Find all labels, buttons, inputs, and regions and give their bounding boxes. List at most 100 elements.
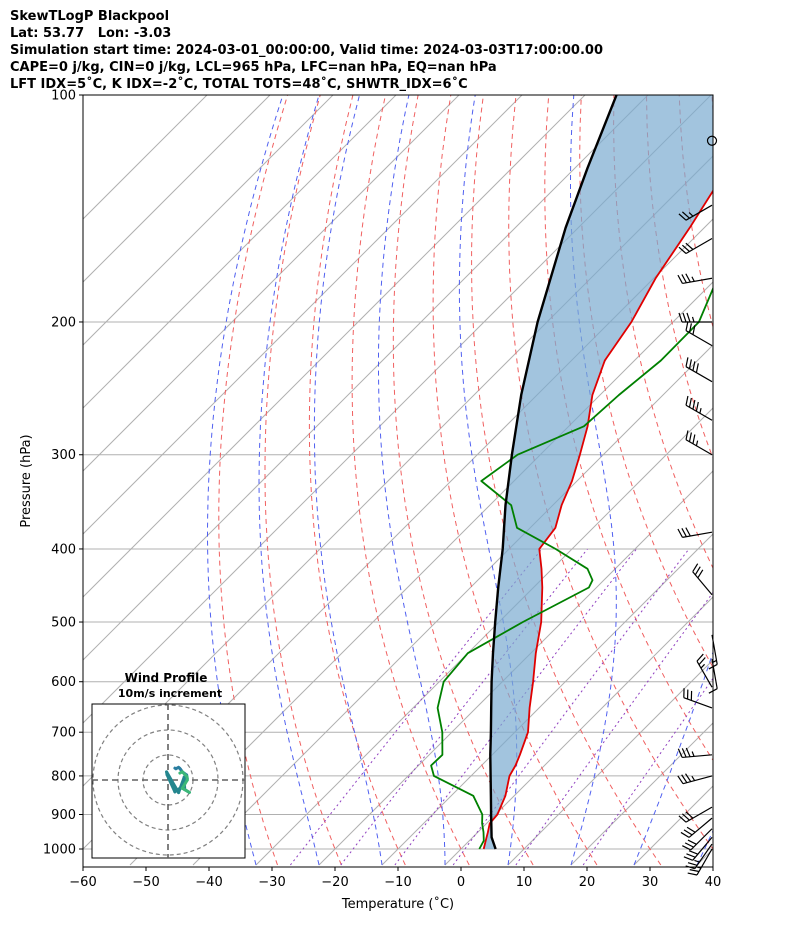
y-tick-label: 700 bbox=[51, 726, 76, 741]
parcel-line bbox=[489, 95, 618, 850]
moist-adiabat-line bbox=[313, 95, 383, 866]
moist-adiabat-line bbox=[633, 650, 713, 866]
moist-adiabat-line bbox=[458, 95, 518, 866]
hodograph-segment bbox=[180, 778, 189, 790]
isotherm-line bbox=[83, 95, 397, 409]
x-tick-label: −10 bbox=[384, 875, 411, 890]
isotherm-line bbox=[83, 95, 271, 283]
wind-barb bbox=[685, 395, 713, 421]
chart-title: SkewTLogP Blackpool bbox=[10, 9, 170, 24]
isotherm-line bbox=[83, 95, 334, 346]
cape-cin-fill bbox=[483, 95, 713, 849]
mixing-ratio-line bbox=[290, 548, 543, 866]
wind-barb bbox=[708, 634, 718, 670]
y-axis-label: Pressure (hPa) bbox=[19, 434, 34, 527]
location-line: Lat: 53.77 Lon: -3.03 bbox=[10, 26, 172, 41]
wind-barb bbox=[678, 312, 712, 323]
dry-adiabat-line bbox=[264, 95, 342, 866]
isotherm-line bbox=[83, 95, 523, 535]
wind-barb bbox=[680, 817, 713, 838]
temperature-line bbox=[482, 189, 713, 850]
moist-adiabat-line bbox=[696, 829, 713, 866]
wind-barb bbox=[682, 828, 713, 851]
y-tick-label: 1000 bbox=[43, 843, 76, 858]
wind-barb bbox=[683, 688, 713, 709]
isotherm-line bbox=[507, 659, 713, 866]
wind-barb bbox=[685, 357, 713, 383]
wind-barb bbox=[678, 237, 713, 255]
x-tick-label: −50 bbox=[132, 875, 159, 890]
wind-barb bbox=[685, 843, 713, 870]
wind-barb bbox=[677, 273, 713, 285]
hodograph-segment bbox=[165, 770, 181, 795]
wind-barb bbox=[696, 653, 713, 688]
wind-barb bbox=[677, 747, 713, 759]
dry-adiabat-line bbox=[471, 95, 662, 866]
x-tick-label: 40 bbox=[705, 875, 722, 890]
x-tick-label: 30 bbox=[642, 875, 659, 890]
mixing-ratio-line bbox=[582, 677, 713, 866]
isotherm-line bbox=[192, 344, 713, 866]
wind-barb bbox=[678, 204, 713, 221]
wind-barb bbox=[708, 659, 718, 694]
y-tick-label: 300 bbox=[51, 448, 76, 463]
isotherm-line bbox=[444, 596, 713, 866]
wind-barb bbox=[685, 430, 713, 456]
wind-barbs bbox=[677, 135, 718, 876]
x-tick-label: −30 bbox=[258, 875, 285, 890]
params-line-2: LFT IDX=5˚C, K IDX=-2˚C, TOTAL TOTS=48˚C… bbox=[10, 77, 468, 92]
x-tick-label: 20 bbox=[579, 875, 596, 890]
mixing-ratio-line bbox=[452, 548, 690, 866]
wind-barb bbox=[706, 135, 718, 146]
cin-shading bbox=[483, 95, 713, 849]
y-tick-label: 100 bbox=[51, 89, 76, 104]
y-tick-label: 200 bbox=[51, 315, 76, 330]
y-tick-label: 900 bbox=[51, 808, 76, 823]
x-tick-label: −20 bbox=[321, 875, 348, 890]
wind-barb bbox=[685, 321, 713, 347]
dry-adiabat-line bbox=[613, 95, 713, 570]
x-tick-label: −60 bbox=[69, 875, 96, 890]
chart-title-block: SkewTLogP Blackpool Lat: 53.77 Lon: -3.03… bbox=[10, 8, 603, 93]
dry-adiabat-line bbox=[351, 95, 470, 866]
isotherm-line bbox=[83, 95, 649, 661]
isotherm-line bbox=[570, 722, 713, 866]
params-line-1: CAPE=0 j/kg, CIN=0 j/kg, LCL=965 hPa, LF… bbox=[10, 60, 497, 75]
moist-adiabat-line bbox=[258, 95, 320, 866]
hodograph-segment bbox=[178, 770, 184, 775]
isotherm-line bbox=[255, 407, 713, 866]
isotherm-line bbox=[318, 470, 713, 866]
dry-adiabat-line bbox=[579, 95, 713, 669]
dry-adiabat-line bbox=[711, 95, 713, 118]
inset-subtitle: 10m/s increment bbox=[118, 687, 222, 700]
x-tick-label: 10 bbox=[516, 875, 533, 890]
dry-adiabat-line bbox=[308, 95, 406, 866]
wind-barb bbox=[683, 836, 713, 861]
dry-adiabat-line bbox=[392, 95, 534, 866]
profile-lines bbox=[430, 95, 713, 850]
isotherm-line bbox=[83, 95, 460, 472]
y-tick-label: 600 bbox=[51, 675, 76, 690]
dry-adiabat-line bbox=[218, 95, 289, 866]
wind-barb bbox=[692, 563, 713, 596]
mixing-ratio-line bbox=[340, 548, 588, 866]
dewpoint-line bbox=[430, 286, 713, 850]
x-axis-label: Temperature (˚C) bbox=[341, 896, 454, 912]
y-tick-label: 500 bbox=[51, 616, 76, 631]
isotherm-line bbox=[83, 95, 586, 598]
wind-barb bbox=[677, 773, 713, 785]
isotherm-line bbox=[760, 60, 794, 864]
x-tick-label: −40 bbox=[195, 875, 222, 890]
moist-adiabat-line bbox=[570, 95, 617, 866]
hodograph bbox=[92, 704, 245, 858]
time-line: Simulation start time: 2024-03-01_00:00:… bbox=[10, 43, 603, 58]
y-tick-label: 800 bbox=[51, 769, 76, 784]
wind-profile-inset: Wind Profile 10m/s increment bbox=[91, 671, 246, 859]
isotherm-line bbox=[83, 95, 208, 220]
inset-title: Wind Profile bbox=[125, 671, 208, 685]
wind-barb bbox=[677, 527, 713, 538]
y-tick-label: 400 bbox=[51, 542, 76, 557]
x-tick-label: 0 bbox=[457, 875, 465, 890]
wind-barb bbox=[678, 806, 713, 823]
